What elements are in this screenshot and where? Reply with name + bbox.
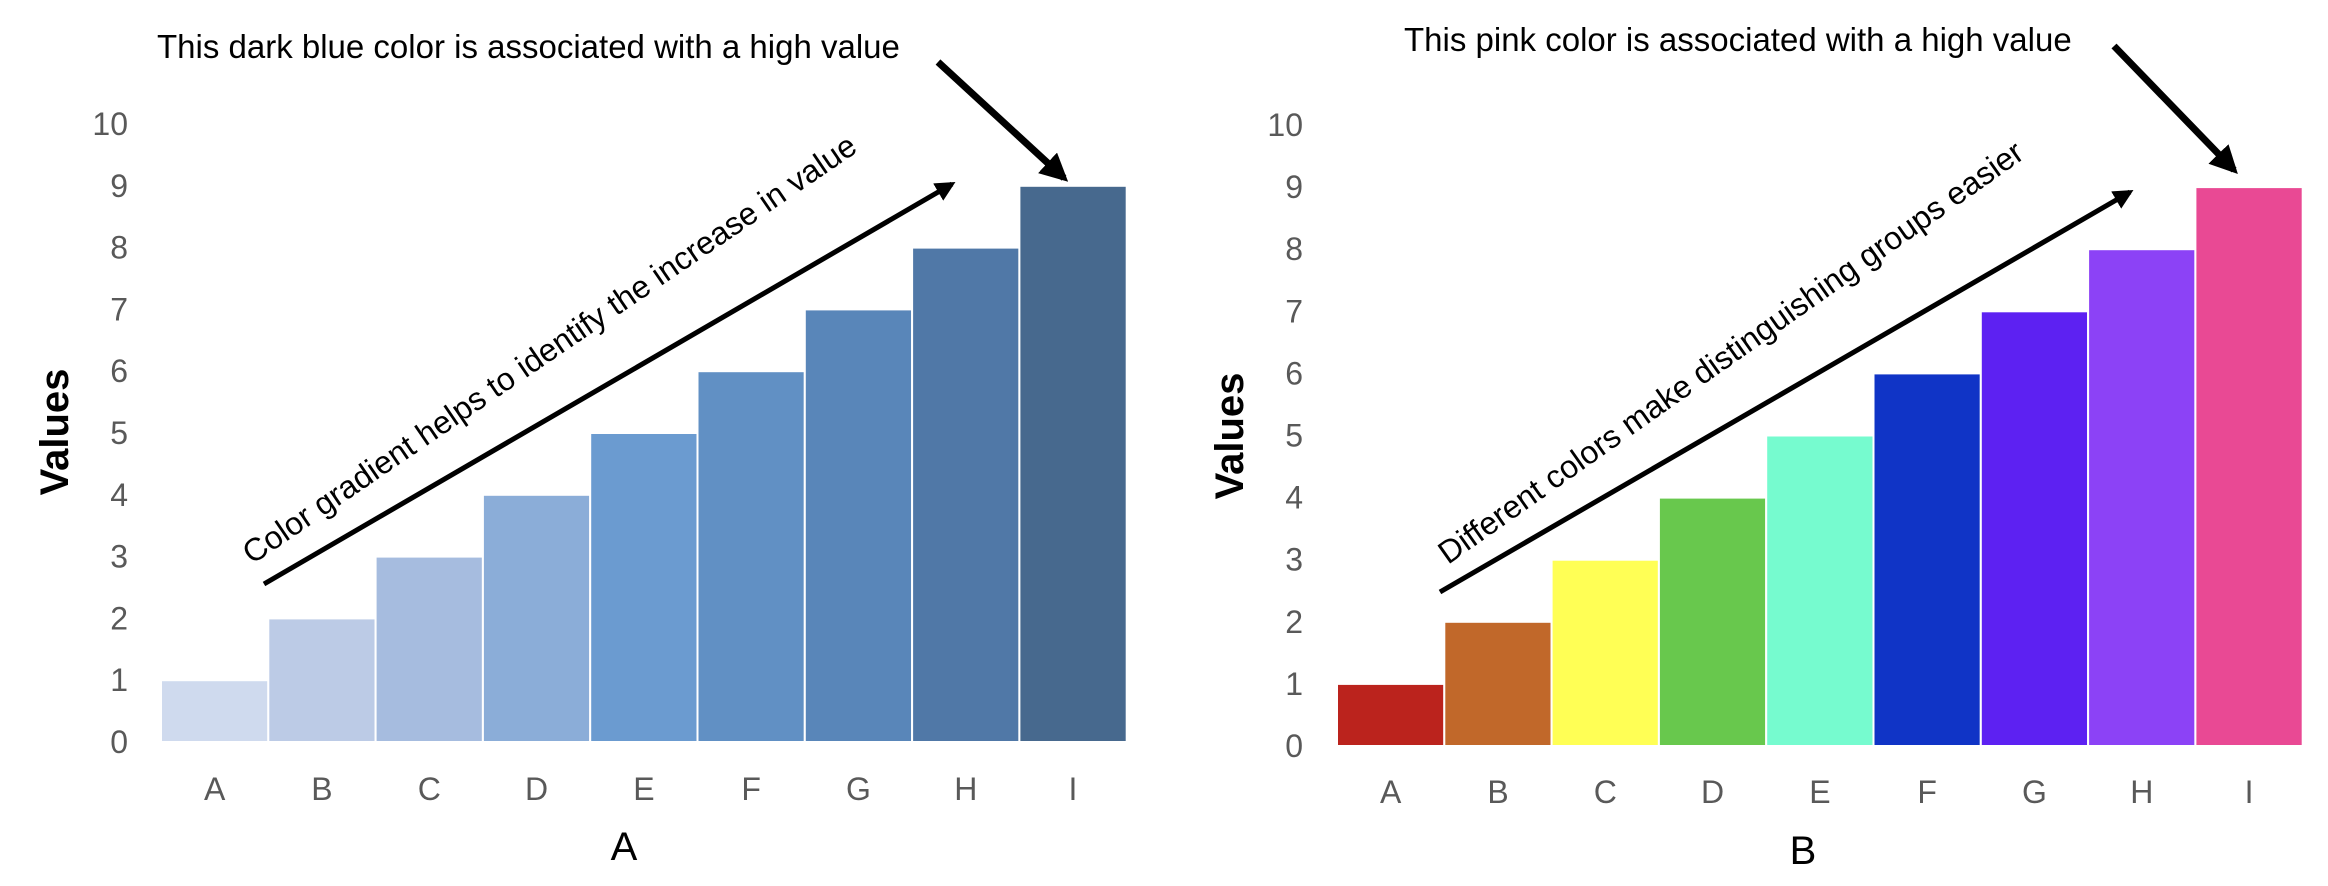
chart-b-y-tick-label: 9 — [1285, 169, 1303, 205]
chart-a-y-ticks: 0 1 2 3 4 5 6 7 8 9 10 — [92, 106, 128, 760]
chart-b-x-ticks: A B C D E F G H I — [1380, 774, 2254, 810]
chart-b-x-tick-label: E — [1809, 774, 1830, 810]
chart-b-x-tick-label: F — [1917, 774, 1937, 810]
chart-a-x-tick-label: H — [954, 771, 977, 807]
chart-b-bar-b — [1443, 620, 1553, 747]
chart-a-bar-d — [481, 493, 592, 743]
chart-b-bar-g — [1979, 310, 2090, 747]
chart-b-x-tick-label: C — [1594, 774, 1617, 810]
chart-b-distinguishing-arrow — [1438, 189, 2134, 595]
chart-a-bar-h — [911, 246, 1021, 743]
chart-b-high-value-annotation: This pink color is associated with a hig… — [1404, 21, 2072, 58]
chart-b-y-tick-label: 8 — [1285, 231, 1303, 267]
chart-b-x-tick-label: A — [1380, 774, 1402, 810]
chart-a-x-tick-label: G — [846, 771, 871, 807]
chart-b-bar-e — [1765, 434, 1875, 747]
chart-a-x-tick-label: C — [418, 771, 441, 807]
chart-a-y-tick-label: 9 — [110, 168, 128, 204]
chart-a-bars — [160, 184, 1128, 744]
chart-b-x-tick-label: B — [1487, 774, 1508, 810]
chart-b-y-tick-label: 0 — [1285, 728, 1303, 764]
chart-b: 0 1 2 3 4 5 6 7 8 9 10 A B C D E F G H I Values B This pin… — [1208, 21, 2304, 873]
chart-b-high-value-arrow — [2111, 43, 2238, 175]
chart-a-bar-a — [160, 679, 270, 744]
chart-a-bar-i — [1018, 184, 1128, 744]
chart-a-bar-g — [803, 308, 914, 743]
chart-b-y-tick-label: 7 — [1285, 293, 1303, 329]
chart-b-x-tick-label: H — [2130, 774, 2153, 810]
chart-b-y-axis-label: Values — [1208, 373, 1252, 500]
chart-b-y-ticks: 0 1 2 3 4 5 6 7 8 9 10 — [1267, 107, 1303, 764]
chart-a-y-tick-label: 10 — [92, 106, 128, 142]
chart-a-high-value-arrow — [935, 59, 1069, 182]
chart-b-bar-d — [1657, 496, 1768, 747]
chart-a-y-tick-label: 7 — [110, 291, 128, 327]
chart-b-bar-f — [1872, 372, 1982, 747]
chart-a: 0 1 2 3 4 5 6 7 8 9 10 A B C D E F G H I Values A This dar… — [33, 28, 1128, 869]
chart-b-y-tick-label: 5 — [1285, 418, 1303, 454]
chart-a-x-tick-label: E — [633, 771, 654, 807]
chart-b-bars — [1336, 186, 2304, 748]
chart-b-bar-c — [1550, 558, 1660, 748]
chart-b-panel-label: B — [1790, 829, 1817, 873]
chart-b-y-tick-label: 4 — [1285, 480, 1303, 516]
chart-b-x-tick-label: G — [2022, 774, 2047, 810]
chart-a-y-tick-label: 8 — [110, 230, 128, 266]
chart-b-y-tick-label: 2 — [1285, 604, 1303, 640]
chart-a-y-tick-label: 2 — [110, 600, 128, 636]
chart-a-y-tick-label: 5 — [110, 415, 128, 451]
chart-b-bar-i — [2194, 186, 2304, 748]
chart-a-y-axis-label: Values — [33, 369, 77, 496]
chart-a-y-tick-label: 0 — [110, 724, 128, 760]
chart-a-x-tick-label: I — [1069, 771, 1078, 807]
chart-a-x-tick-label: F — [741, 771, 761, 807]
chart-b-y-tick-label: 6 — [1285, 355, 1303, 391]
chart-a-panel-label: A — [611, 825, 638, 869]
chart-a-x-tick-label: B — [311, 771, 332, 807]
chart-b-y-tick-label: 3 — [1285, 542, 1303, 578]
chart-a-bar-b — [267, 617, 377, 744]
chart-a-y-tick-label: 4 — [110, 477, 128, 513]
chart-b-bar-a — [1336, 682, 1446, 748]
chart-b-y-tick-label: 1 — [1285, 666, 1303, 702]
chart-a-x-ticks: A B C D E F G H I — [204, 771, 1077, 807]
chart-a-bar-c — [374, 555, 484, 743]
chart-a-y-tick-label: 6 — [110, 353, 128, 389]
chart-a-bar-f — [696, 370, 806, 743]
chart-a-x-tick-label: D — [525, 771, 548, 807]
chart-a-bar-e — [589, 432, 699, 743]
chart-b-x-tick-label: I — [2245, 774, 2254, 810]
chart-a-x-tick-label: A — [204, 771, 226, 807]
chart-a-high-value-annotation: This dark blue color is associated with … — [157, 28, 900, 65]
chart-b-bar-h — [2087, 248, 2197, 747]
chart-a-gradient-arrow — [262, 181, 956, 587]
chart-a-y-tick-label: 3 — [110, 539, 128, 575]
chart-a-y-tick-label: 1 — [110, 662, 128, 698]
chart-b-y-tick-label: 10 — [1267, 107, 1303, 143]
chart-b-x-tick-label: D — [1701, 774, 1724, 810]
